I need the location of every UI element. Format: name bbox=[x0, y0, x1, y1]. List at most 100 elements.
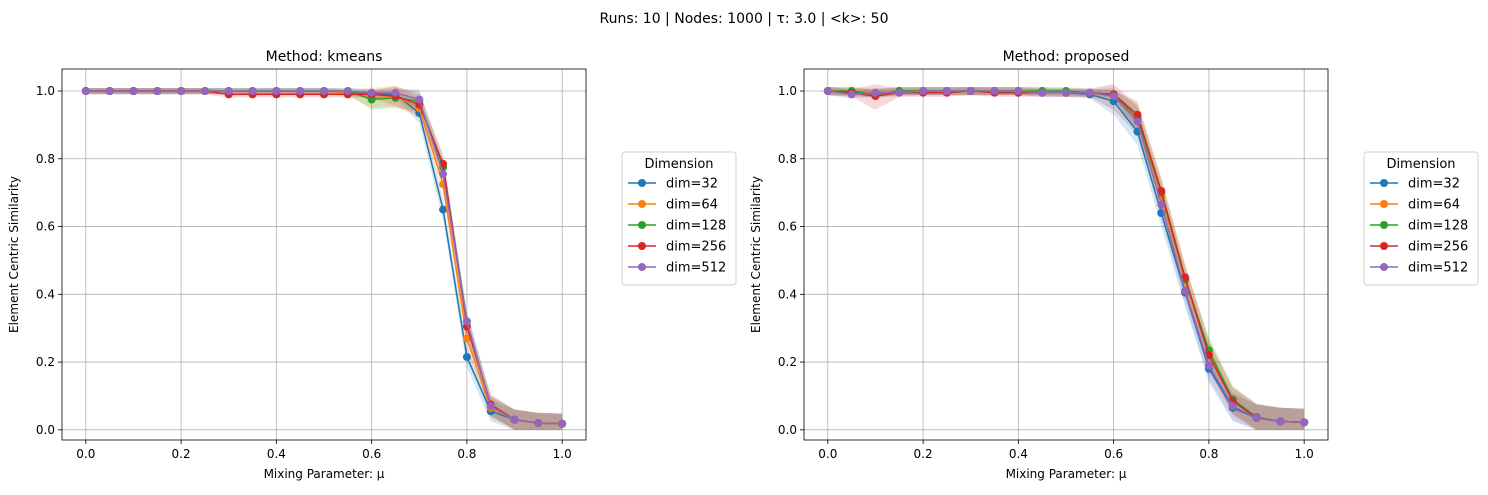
chart-1-point-4-12 bbox=[1109, 92, 1118, 101]
chart-1-point-4-20 bbox=[1300, 418, 1309, 427]
chart-1-legend-label-0: dim=32 bbox=[1408, 177, 1460, 192]
chart-1-band-4 bbox=[827, 84, 1305, 430]
chart-1-point-4-18 bbox=[1252, 413, 1261, 422]
chart-0-point-4-10 bbox=[320, 87, 328, 96]
chart-0-xtick-label-2: 0.4 bbox=[267, 447, 286, 461]
chart-1-point-4-6 bbox=[966, 87, 975, 96]
chart-1-xtick-label-2: 0.4 bbox=[1009, 447, 1028, 461]
chart-1-series-line-3 bbox=[827, 90, 1305, 424]
chart-1-point-4-13 bbox=[1133, 117, 1142, 126]
chart-0-xtick-label-4: 0.8 bbox=[457, 447, 476, 461]
chart-1-series-line-0 bbox=[827, 90, 1305, 424]
chart-0-legend-box bbox=[621, 151, 737, 286]
chart-0-legend-marker-3 bbox=[638, 242, 646, 250]
chart-1-legend-title: Dimension bbox=[1386, 157, 1455, 172]
chart-0-band-0 bbox=[85, 88, 563, 430]
chart-1-point-4-16 bbox=[1204, 361, 1213, 370]
chart-1-ytick-label-2: 0.4 bbox=[778, 287, 797, 301]
chart-0-point-1-16 bbox=[462, 334, 471, 343]
chart-1-point-4-15 bbox=[1181, 286, 1190, 295]
chart-1-point-4-14 bbox=[1157, 200, 1166, 209]
chart-1-band-1 bbox=[827, 84, 1305, 430]
chart-0-ytick-label-1: 0.2 bbox=[36, 355, 55, 369]
chart-1-legend: Dimension dim=32 dim=64 dim=128 dim=256 dim=5… bbox=[1363, 151, 1479, 286]
chart-1-point-3-15 bbox=[1181, 273, 1190, 282]
chart-1-legend-label-2: dim=128 bbox=[1408, 219, 1468, 234]
chart-0-legend-marker-0 bbox=[638, 179, 646, 187]
chart-0-point-4-17 bbox=[486, 402, 495, 411]
chart-1-ylabel: Element Centric Similarity bbox=[749, 176, 763, 333]
chart-1-band-3 bbox=[827, 84, 1305, 430]
chart-1-legend-marker-4 bbox=[1380, 263, 1388, 271]
chart-1-grid bbox=[804, 69, 1328, 440]
chart-1-point-4-17 bbox=[1228, 402, 1237, 411]
chart-0-point-4-11 bbox=[343, 87, 352, 96]
chart-1-point-4-2 bbox=[871, 88, 880, 97]
chart-0-legend-label-4: dim=512 bbox=[666, 261, 726, 276]
subplot-proposed: 0.0 0.2 0.4 0.6 0.8 1.0 0.0 0.2 0.4 0.6 0.8 1.0 Meth… bbox=[749, 49, 1479, 481]
chart-0-point-4-7 bbox=[248, 87, 257, 96]
chart-1-point-4-10 bbox=[1062, 88, 1070, 97]
chart-0-point-4-19 bbox=[534, 419, 543, 428]
chart-0-band-1 bbox=[85, 85, 563, 430]
chart-0-legend-label-2: dim=128 bbox=[666, 219, 726, 234]
chart-0-band-2 bbox=[85, 87, 563, 430]
chart-0-point-4-0 bbox=[81, 87, 90, 96]
chart-0-point-4-4 bbox=[177, 87, 186, 96]
chart-0-ytick-label-4: 0.8 bbox=[36, 152, 55, 166]
chart-1-xtick-label-5: 1.0 bbox=[1295, 447, 1314, 461]
chart-0-xtick-label-5: 1.0 bbox=[553, 447, 572, 461]
chart-0-series-line-3 bbox=[85, 90, 563, 425]
chart-1-xtick-label-3: 0.6 bbox=[1104, 447, 1123, 461]
chart-1-legend-marker-1 bbox=[1380, 200, 1388, 208]
chart-0-ytick-label-5: 1.0 bbox=[36, 84, 55, 98]
chart-1-xtick-label-0: 0.0 bbox=[818, 447, 837, 461]
chart-1-ytick-label-1: 0.2 bbox=[778, 355, 797, 369]
chart-0-legend-label-3: dim=256 bbox=[666, 240, 726, 255]
chart-0-axes-frame bbox=[61, 68, 587, 441]
chart-0-title: Method: kmeans bbox=[266, 49, 383, 65]
chart-1-point-4-11 bbox=[1085, 88, 1094, 97]
chart-0-legend-marker-4 bbox=[638, 263, 646, 271]
chart-0-series-line-1 bbox=[85, 90, 563, 425]
chart-1-series-line-4 bbox=[827, 90, 1305, 424]
chart-0-point-4-9 bbox=[296, 87, 305, 96]
chart-0-point-4-2 bbox=[129, 87, 138, 96]
chart-1-point-3-13 bbox=[1133, 110, 1142, 119]
chart-0-series-line-4 bbox=[85, 90, 563, 425]
chart-0-series-line-0 bbox=[85, 90, 563, 425]
chart-0-point-4-12 bbox=[367, 88, 376, 97]
chart-0-grid bbox=[62, 69, 586, 440]
subplot-kmeans: 0.0 0.2 0.4 0.6 0.8 1.0 0.0 0.2 0.4 0.6 0.8 1.0 Meth… bbox=[7, 49, 737, 481]
chart-0-point-4-6 bbox=[224, 87, 233, 96]
chart-0-legend-title: Dimension bbox=[644, 157, 713, 172]
chart-1-series-line-1 bbox=[827, 90, 1305, 424]
chart-0-point-4-3 bbox=[153, 87, 162, 96]
chart-1-point-4-0 bbox=[823, 87, 832, 96]
chart-1-legend-label-4: dim=512 bbox=[1408, 261, 1468, 276]
chart-1-point-4-4 bbox=[919, 87, 928, 96]
chart-0-legend-marker-2 bbox=[638, 221, 646, 229]
chart-1-point-4-7 bbox=[990, 87, 999, 96]
chart-0-legend-label-0: dim=32 bbox=[666, 177, 718, 192]
chart-1-legend-marker-3 bbox=[1380, 242, 1388, 250]
chart-0-point-4-20 bbox=[558, 419, 567, 428]
chart-0-point-4-1 bbox=[105, 87, 114, 96]
chart-0-point-4-18 bbox=[510, 415, 519, 424]
chart-1-xtick-label-1: 0.2 bbox=[914, 447, 933, 461]
chart-1-series-line-2 bbox=[827, 90, 1305, 424]
chart-0-ylabel: Element Centric Similarity bbox=[7, 176, 21, 333]
chart-0-legend-marker-1 bbox=[638, 200, 646, 208]
chart-1-point-4-5 bbox=[942, 87, 951, 96]
chart-1-point-4-3 bbox=[895, 88, 904, 97]
chart-1-xlabel: Mixing Parameter: μ bbox=[1006, 467, 1127, 481]
chart-1-point-4-19 bbox=[1276, 417, 1285, 426]
chart-0-xtick-label-3: 0.6 bbox=[362, 447, 381, 461]
chart-0-xlabel: Mixing Parameter: μ bbox=[264, 467, 385, 481]
chart-0-xtick-label-1: 0.2 bbox=[172, 447, 191, 461]
chart-0-point-4-5 bbox=[200, 87, 209, 96]
chart-0-point-0-16 bbox=[462, 352, 471, 361]
chart-1-ytick-label-4: 0.8 bbox=[778, 152, 797, 166]
chart-1-title: Method: proposed bbox=[1003, 49, 1130, 65]
